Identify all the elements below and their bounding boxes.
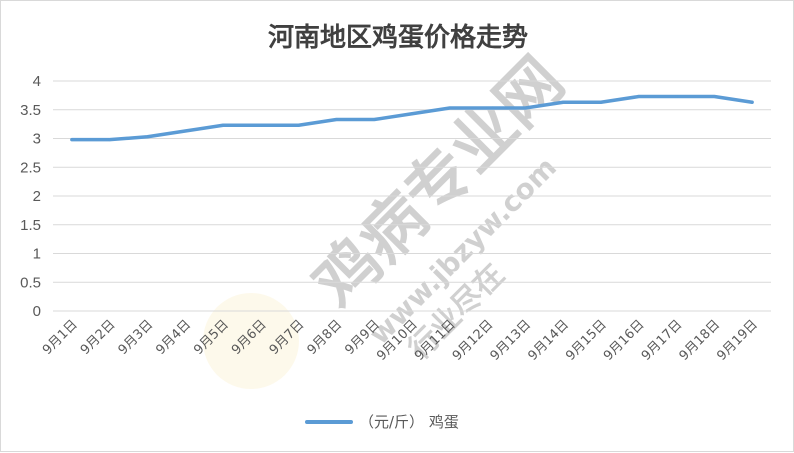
y-tick-label: 4 (33, 73, 41, 90)
data-point (599, 100, 603, 104)
x-tick-label: 9月15日 (563, 317, 610, 364)
data-point (70, 138, 74, 142)
x-tick-label: 9月1日 (40, 317, 81, 358)
x-tick-label: 9月16日 (601, 317, 648, 364)
data-point (183, 129, 187, 133)
data-point (372, 118, 376, 122)
data-point (259, 123, 263, 127)
series-line (70, 94, 754, 142)
data-point (448, 106, 452, 110)
x-tick-label: 9月18日 (677, 317, 724, 364)
data-point (410, 112, 414, 116)
x-tick-label: 9月3日 (116, 317, 157, 358)
y-axis-ticks: 0 0.5 1 1.5 2 2.5 3 3.5 4 (20, 73, 41, 320)
x-tick-label: 9月13日 (488, 317, 535, 364)
data-point (334, 118, 338, 122)
data-point (750, 100, 754, 104)
data-point (297, 123, 301, 127)
data-point (523, 106, 527, 110)
series-layer (70, 94, 754, 142)
legend: （元/斤） 鸡蛋 (305, 413, 459, 431)
x-tick-label: 9月4日 (153, 317, 194, 358)
x-tick-label: 9月19日 (714, 317, 761, 364)
data-point (561, 100, 565, 104)
y-tick-label: 1 (33, 246, 41, 263)
data-point (486, 106, 490, 110)
y-tick-label: 2 (33, 188, 41, 205)
y-tick-label: 3 (33, 131, 41, 148)
x-tick-label: 9月2日 (78, 317, 119, 358)
y-tick-label: 3.5 (20, 102, 41, 119)
x-tick-label: 9月8日 (305, 317, 346, 358)
x-tick-label: 9月17日 (639, 317, 686, 364)
data-point (637, 95, 641, 99)
watermark-logo-icon (203, 293, 299, 389)
y-tick-label: 0.5 (20, 274, 41, 291)
y-tick-label: 0 (33, 303, 41, 320)
data-point (108, 138, 112, 142)
data-point (221, 123, 225, 127)
data-point (675, 95, 679, 99)
chart-title: 河南地区鸡蛋价格走势 (268, 22, 528, 53)
data-point (712, 95, 716, 99)
gridlines (53, 80, 771, 312)
y-tick-label: 2.5 (20, 159, 41, 176)
y-tick-label: 1.5 (20, 217, 41, 234)
data-point (145, 135, 149, 139)
x-tick-label: 9月14日 (525, 317, 572, 364)
legend-label: （元/斤） 鸡蛋 (359, 413, 459, 431)
